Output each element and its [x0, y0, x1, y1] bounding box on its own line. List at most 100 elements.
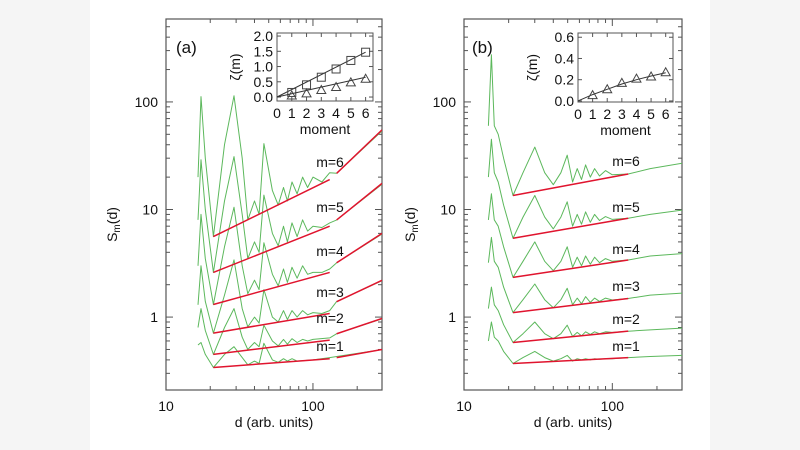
- y-tick-label: 1: [448, 309, 456, 325]
- inset-fit-line: [276, 51, 366, 98]
- data-curve-m-3: [487, 236, 682, 314]
- inset-fit-line: [276, 76, 366, 98]
- fit-line-m-2: [213, 339, 330, 356]
- data-curve-m-5: [197, 156, 382, 273]
- inset-x-tick-label: 4: [633, 106, 641, 122]
- inset-x-tick-label: 6: [662, 106, 670, 122]
- inset-x-tick-label: 1: [288, 105, 296, 121]
- fit-line-m-5: [336, 182, 382, 221]
- inset-x-tick-label: 2: [603, 106, 611, 122]
- inset-square-marker: [316, 72, 326, 82]
- fit-line-m-6: [213, 178, 331, 238]
- inset-x-tick-label: 3: [317, 105, 325, 121]
- fit-line-m-4: [336, 232, 382, 264]
- curve-label: m=5: [612, 199, 640, 215]
- x-axis-label: d (arb. units): [534, 414, 613, 430]
- curve-label: m=6: [612, 153, 640, 169]
- inset-y-axis-label: ζ(m): [524, 54, 540, 81]
- curve-label: m=3: [316, 284, 344, 300]
- inset-frame: [577, 32, 674, 103]
- fit-line-m-3: [213, 312, 330, 334]
- inset-y-tick-label: 0.5: [254, 74, 274, 90]
- inset-y-tick-label: 0.6: [555, 29, 575, 45]
- inset-x-tick-label: 1: [589, 106, 597, 122]
- fit-line-m-4: [213, 271, 330, 306]
- inset-triangle-marker: [360, 73, 371, 83]
- y-axis-label-sub: m: [410, 224, 421, 232]
- plot-frame: [463, 18, 683, 391]
- y-tick-label: 1: [150, 309, 158, 325]
- curve-label: m=1: [612, 338, 640, 354]
- curve-label: m=3: [612, 278, 640, 294]
- fit-line-m-5: [213, 225, 330, 274]
- curve-label: m=2: [316, 310, 344, 326]
- y-tick-label: 100: [135, 94, 159, 110]
- curve-label: m=6: [316, 154, 344, 170]
- y-axis-label-sub: m: [112, 224, 123, 232]
- inset-triangle-marker: [631, 73, 642, 83]
- inset-y-tick-label: 2.0: [254, 28, 274, 44]
- curve-label: m=1: [316, 338, 344, 354]
- y-axis-label-rest: (d): [402, 207, 418, 224]
- inset-a: 0 1 2 3 4 5 6 0.00.51.01.52.0 moment ζ(m): [227, 28, 374, 137]
- y-tick-label: 100: [433, 94, 457, 110]
- x-tick-label: 10: [158, 398, 174, 414]
- inset-triangle-marker: [286, 89, 298, 100]
- inset-triangle-marker: [587, 89, 598, 100]
- fit-line-m-6: [512, 173, 629, 197]
- plot-frame: [165, 18, 383, 391]
- inset-b: 0 1 2 3 4 5 6 0.0 0.2 0.4 0.6 moment ζ(m): [524, 29, 674, 138]
- x-tick-label: 10: [456, 398, 472, 414]
- y-axis-label-rest: (d): [104, 207, 120, 224]
- fit-line-m-4: [512, 259, 629, 279]
- inset-triangle-marker: [645, 71, 657, 81]
- inset-y-axis-label: ζ(m): [227, 53, 243, 80]
- left-margin: [0, 0, 90, 450]
- x-axis-label: d (arb. units): [235, 414, 314, 430]
- inset-square-marker: [331, 64, 341, 74]
- inset-x-tick-label: 2: [303, 105, 311, 121]
- data-curve-m-5: [487, 138, 682, 239]
- inset-x-tick-label: 0: [273, 105, 281, 121]
- inset-y-tick-label: 0.4: [555, 50, 575, 66]
- inset-y-tick-label: 1.0: [254, 59, 274, 75]
- y-axis-label-main: S: [402, 233, 418, 242]
- curves: [487, 54, 682, 365]
- inset-y-tick-label: 0.0: [254, 89, 274, 105]
- curves: [197, 95, 382, 369]
- curve-label: m=4: [316, 243, 344, 259]
- y-axis-label-main: S: [104, 233, 120, 242]
- inset-x-tick-label: 3: [618, 106, 626, 122]
- inset-x-tick-label: 5: [347, 105, 355, 121]
- inset-triangle-marker: [660, 66, 672, 77]
- inset-y-tick-label: 0.0: [555, 93, 575, 109]
- y-axis-label: Sm(d): [402, 207, 421, 242]
- inset-fit-line: [577, 72, 666, 102]
- inset-x-axis-label: moment: [600, 122, 651, 138]
- inset-square-marker: [346, 55, 356, 65]
- fit-line-m-1: [512, 356, 629, 365]
- data-curve-m-4: [487, 193, 682, 278]
- data-curve-m-6: [487, 54, 682, 196]
- fit-line-m-5: [512, 217, 629, 240]
- inset-y-tick-label: 1.5: [254, 43, 274, 59]
- inset-triangle-marker: [616, 77, 628, 87]
- fit-line-m-1: [336, 348, 382, 359]
- panel-label: (a): [176, 38, 197, 57]
- fit-line-m-6: [336, 129, 382, 174]
- fit-line-m-2: [336, 317, 382, 335]
- curve-label: m=4: [612, 241, 640, 257]
- inset-x-tick-label: 6: [362, 105, 370, 121]
- inset-triangle-marker: [301, 87, 312, 98]
- data-curve-m-6: [197, 95, 382, 238]
- y-tick-label: 10: [440, 202, 456, 218]
- inset-triangle-marker: [601, 83, 613, 94]
- panel-label: (b): [472, 38, 493, 57]
- inset-y-tick-label: 0.2: [555, 72, 575, 88]
- inset-x-tick-label: 4: [332, 105, 340, 121]
- curve-label: m=2: [612, 311, 640, 327]
- inset-square-marker: [361, 47, 371, 57]
